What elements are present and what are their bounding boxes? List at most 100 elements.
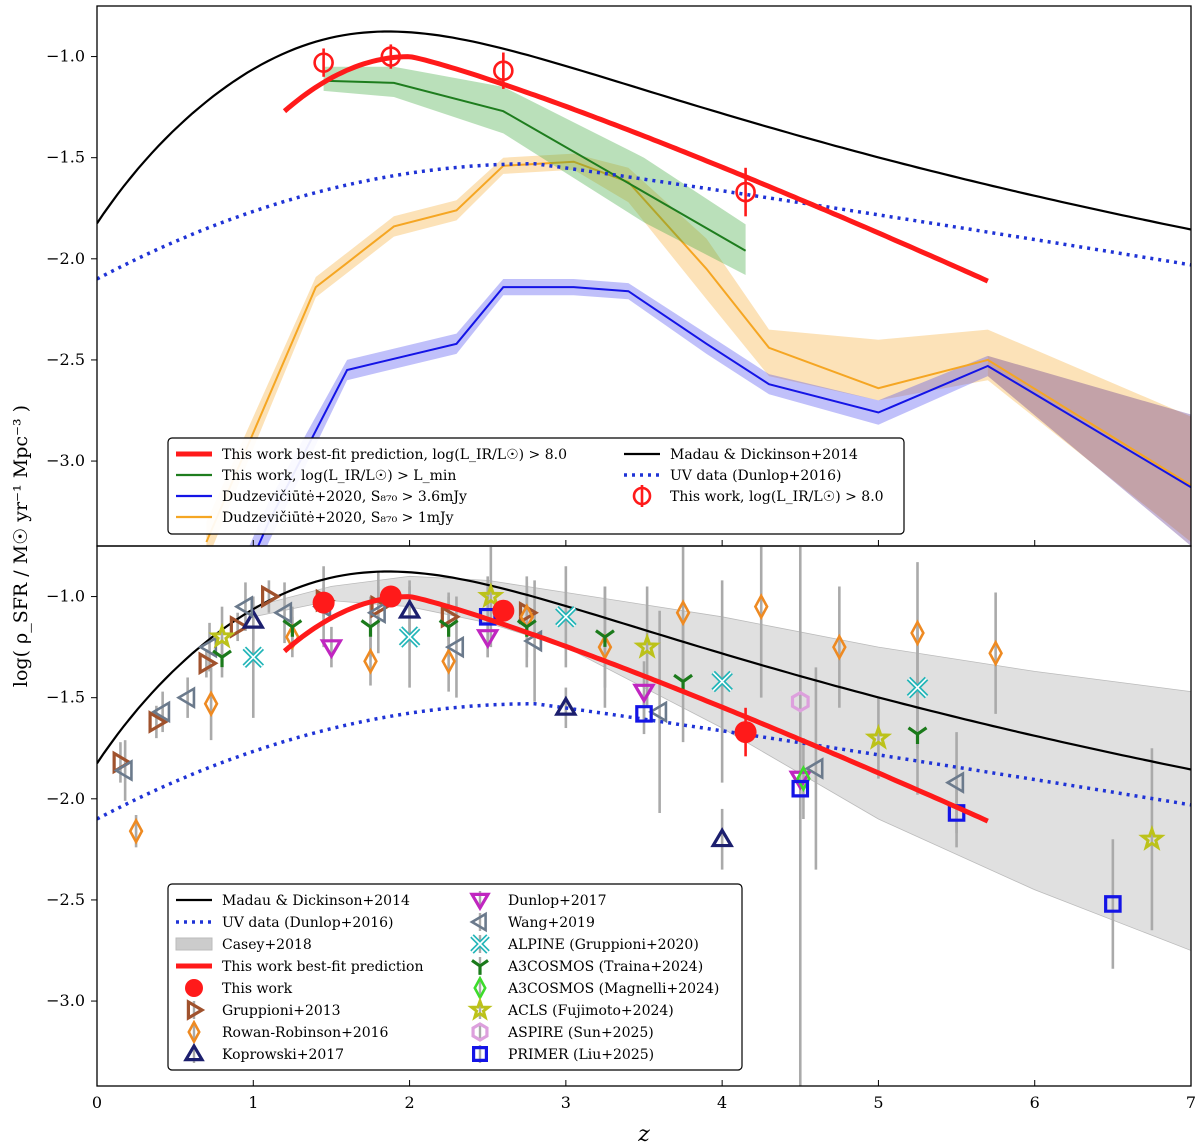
this-work-point [312,591,335,614]
survey-point [633,632,661,659]
y-tick-label: −2.0 [46,249,85,268]
survey-point [791,779,810,798]
survey-point [151,700,171,724]
survey-point [148,710,169,734]
this-work-point [493,60,514,82]
x-tick-label: 3 [561,1093,571,1112]
y-tick-label: −2.5 [46,890,85,909]
legend-label: ALPINE (Gruppioni+2020) [507,937,699,953]
legend-label: This work, log(L_IR/L☉) > L_min [222,468,456,484]
survey-point [988,639,1003,667]
legend-swatch [186,999,206,1021]
madau-dickinson-line [97,30,1191,231]
survey-point [176,686,196,709]
legend-swatch [469,892,491,912]
legend-label: Gruppioni+2013 [222,1003,341,1019]
y-tick-label: −3.0 [46,451,85,470]
y-tick-label: −1.0 [46,47,85,66]
x-axis: 0 1 2 3 4 5 6 7 [92,1093,1196,1112]
x-axis-label: z [637,1122,650,1147]
green-line [323,79,747,252]
survey-point [1138,824,1166,851]
y-tick-label: −1.5 [46,148,85,167]
legend-label: UV data (Dunlop+2016) [222,915,394,931]
y-tick-label: −1.0 [46,587,85,606]
legend-label: Dudzevičiūtė+2020, S₈₇₀ > 1mJy [222,510,454,526]
x-tick-label: 1 [248,1093,258,1112]
survey-point-core [400,627,420,647]
survey-point [272,601,293,625]
survey-point-core [556,607,576,627]
survey-point [197,635,218,659]
legend-swatch [185,979,203,997]
legend-label: This work, log(L_IR/L☉) > 8.0 [670,489,884,505]
uv-dunlop-line [97,162,1191,281]
legend-swatch [187,1019,201,1045]
legend-frame [167,437,905,535]
survey-point [595,629,615,647]
this-work-point [380,46,402,67]
x-tick-label: 2 [404,1093,414,1112]
legend-label: A3COSMOS (Magnelli+2024) [507,981,719,997]
survey-point [198,651,219,676]
legend-label: PRIMER (Liu+2025) [508,1047,654,1063]
survey-point [319,639,344,660]
survey-point [113,759,133,782]
survey-point [910,619,925,647]
survey-point [366,601,386,625]
survey-point [229,615,250,639]
legend-swatch [183,1042,205,1062]
legend-label: Koprowski+2017 [222,1047,344,1063]
legend-label: Casey+2018 [222,937,312,953]
legend-label: ACLS (Fujimoto+2024) [507,1003,674,1019]
survey-point [203,690,219,718]
survey-point [233,595,254,618]
plot-frame [96,545,1192,1087]
survey-point [261,584,282,609]
blue-band-tail [987,355,1191,546]
legend-label: Dunlop+2017 [508,893,607,909]
legend-label: A3COSMOS (Traina+2024) [507,959,703,975]
top-panel: −1.0 −1.5 −2.0 −2.5 −3.0 This work best-fit … [46,5,1192,547]
orange-line [205,160,1191,543]
blue-line [257,286,1191,546]
survey-point-core [243,647,263,667]
survey-point [397,598,422,619]
legend-swatch [471,1022,489,1042]
survey-point [597,633,613,661]
y-tick-label: −3.0 [46,991,85,1010]
legend-swatch [469,911,487,933]
survey-point [241,608,266,629]
survey-point [285,623,300,651]
survey-point [635,705,653,723]
top-legend: This work best-fit prediction, log(L_IR/… [167,437,905,535]
survey-point [212,649,232,668]
bottom-legend: Madau & Dickinson+2014 UV data (Dunlop+20… [167,883,743,1071]
legend-label: Rowan-Robinson+2016 [222,1025,389,1041]
survey-point [444,635,465,659]
survey-point [440,604,461,629]
this-work-point [313,52,334,73]
survey-point [675,599,691,627]
legend-label: Madau & Dickinson+2014 [222,893,410,909]
survey-point-core [907,678,928,698]
y-tick-label: −1.5 [46,688,85,707]
legend-swatch [632,486,652,506]
survey-point [438,619,459,637]
legend-swatch-core [471,935,489,953]
survey-point [907,726,928,744]
legend-swatch [175,937,213,951]
survey-point [360,619,381,637]
survey-point [648,700,668,724]
this-work-point [379,585,402,608]
best-fit-line [282,54,989,284]
green-band [323,66,746,275]
legend-swatch [472,1045,488,1063]
x-tick-label: 5 [873,1093,883,1112]
survey-point [477,582,505,609]
blue-band [249,279,988,546]
survey-point-core [712,671,732,692]
x-tick-label: 0 [92,1093,102,1112]
legend-label: This work best-fit prediction [222,959,423,975]
